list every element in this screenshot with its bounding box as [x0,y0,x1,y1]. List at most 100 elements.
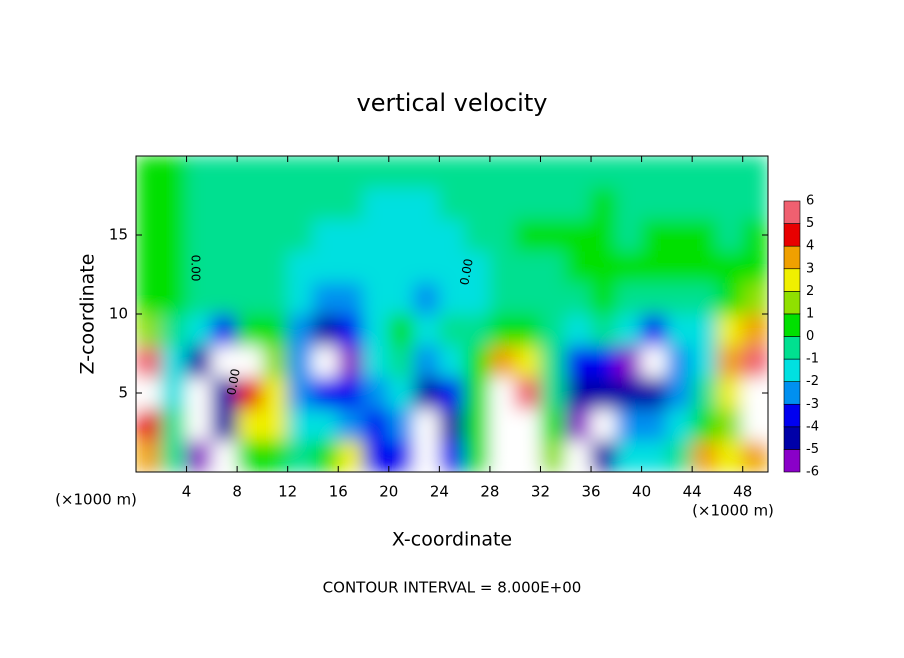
field-cell [211,345,238,378]
field-cell [388,313,415,347]
field-cell [565,345,592,378]
field-cell [413,408,440,441]
x-unit-right: (×1000 m) [692,502,774,520]
y-axis-label: Z-coordinate [77,254,99,375]
field-cell [438,187,466,220]
field-cell [716,439,744,472]
field-cell [312,187,339,220]
contour-label: 0.00 [224,368,242,397]
contour-note: CONTOUR INTERVAL = 8.000E+00 [323,579,582,597]
field-cell [413,250,440,283]
field-cell [363,218,390,252]
field-cell [136,187,162,220]
field-cell [615,345,643,378]
field-cell [514,281,541,315]
field-cell [186,187,213,220]
field-cell [136,313,162,347]
colorbar-label: -4 [806,419,819,434]
field-cell [287,187,314,220]
field-cell [691,281,718,315]
field-cell [261,408,289,441]
field-cell [565,187,592,220]
field-cell [211,376,238,410]
field-cell [236,187,263,220]
field-cell [489,187,516,220]
field-cell [615,439,643,472]
field-cell [464,313,491,347]
field-cell [211,250,238,283]
field [136,156,768,472]
field-cell [160,313,188,347]
field-cell [388,345,415,378]
field-cell [489,281,516,315]
field-cell [489,156,516,189]
x-tick-label: 12 [278,483,297,501]
field-cell [186,313,213,347]
field-cell [287,345,314,378]
x-unit-left: (×1000 m) [55,491,137,509]
field-cell [136,250,162,283]
field-cell [666,439,693,472]
y-tick-label: 5 [118,384,128,402]
field-cell [160,187,188,220]
field-cell [716,345,744,378]
field-cell [261,187,289,220]
field-cell [337,439,365,472]
field-cell [489,439,516,472]
field-cell [666,156,693,189]
field-cell [615,376,643,410]
field-cell [287,156,314,189]
field-cell [287,281,314,315]
field-cell [514,156,541,189]
field-cell [539,218,567,252]
field-cell [742,345,768,378]
field-cell [337,408,365,441]
colorbar-cell [783,268,801,292]
field-cell [641,345,668,378]
field-cell [464,218,491,252]
field-cell [337,187,365,220]
field-cell [716,250,744,283]
field-cell [261,218,289,252]
field-cell [413,313,440,347]
field-cell [337,281,365,315]
field-cell [641,156,668,189]
colorbar-cell [783,381,801,405]
field-cell [211,218,238,252]
field-cell [160,408,188,441]
field-cell [716,218,744,252]
field-cell [186,345,213,378]
field-cell [388,376,415,410]
field-cell [312,345,339,378]
colorbar-label: 4 [806,239,814,254]
x-tick-label: 48 [733,483,752,501]
field-cell [312,156,339,189]
field-cell [539,313,567,347]
field-cell [211,281,238,315]
field-cell [666,187,693,220]
field-cell [160,376,188,410]
field-cell [691,187,718,220]
x-tick-label: 8 [232,483,242,501]
field-cell [539,156,567,189]
field-cell [312,250,339,283]
field-cell [186,408,213,441]
field-cell [186,439,213,472]
field-cell [287,376,314,410]
field-cell [136,439,162,472]
field-cell [539,408,567,441]
colorbar-cell [783,200,801,224]
chart-title: vertical velocity [357,89,548,117]
field-cell [539,281,567,315]
field-cell [514,408,541,441]
field-cell [716,187,744,220]
field-cell [590,187,617,220]
field-cell [337,313,365,347]
field-cell [464,250,491,283]
colorbar-cell [783,245,801,270]
field-cell [438,156,466,189]
contour-label: 0.00 [457,258,475,287]
field-cell [136,345,162,378]
field-cell [615,156,643,189]
field-cell [691,250,718,283]
